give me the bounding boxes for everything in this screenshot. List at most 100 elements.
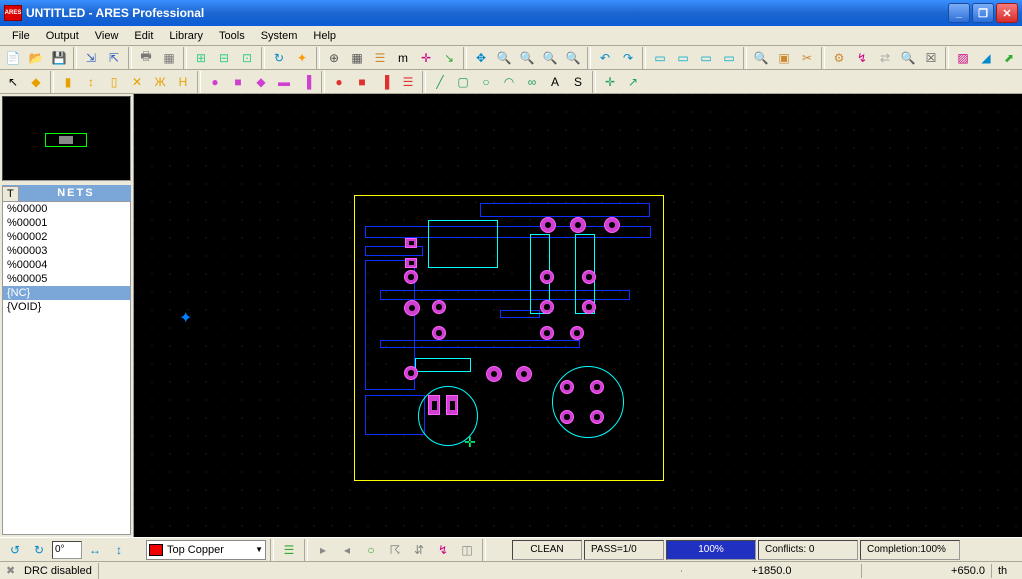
import-icon[interactable]: ⇲ xyxy=(80,47,102,69)
grid-b-icon[interactable]: ⊟ xyxy=(213,47,235,69)
net-item[interactable]: %00005 xyxy=(3,272,130,286)
block-c-icon[interactable]: ▭ xyxy=(695,47,717,69)
origin-icon[interactable]: ⊕ xyxy=(323,47,345,69)
pan-icon[interactable]: ✥ xyxy=(470,47,492,69)
net-item[interactable]: {NC} xyxy=(3,286,130,300)
package-icon[interactable]: ▣ xyxy=(773,47,795,69)
select-mode-icon[interactable]: ↖ xyxy=(2,71,24,93)
save-file-icon[interactable]: 💾 xyxy=(48,47,70,69)
connectivity-icon[interactable]: ⇄ xyxy=(874,47,896,69)
net-item[interactable]: %00004 xyxy=(3,258,130,272)
connectivity-mode-icon[interactable]: Ж xyxy=(149,71,171,93)
net-item[interactable]: %00002 xyxy=(3,230,130,244)
component-mode-icon[interactable]: ◆ xyxy=(25,71,47,93)
menu-help[interactable]: Help xyxy=(305,28,344,44)
symbol-icon[interactable]: S xyxy=(567,71,589,93)
metric-icon[interactable]: m xyxy=(392,47,414,69)
net-item[interactable]: %00001 xyxy=(3,216,130,230)
filter-f-icon[interactable]: ↯ xyxy=(432,539,454,561)
pad-square-icon[interactable]: ■ xyxy=(227,71,249,93)
circle-2d-icon[interactable]: ○ xyxy=(475,71,497,93)
3d-c-icon[interactable]: ⬈ xyxy=(998,47,1020,69)
arc-2d-icon[interactable]: ◠ xyxy=(498,71,520,93)
pad-edge-icon[interactable]: ▐ xyxy=(296,71,318,93)
zone-mode-icon[interactable]: ▯ xyxy=(103,71,125,93)
refresh-icon[interactable]: ↻ xyxy=(268,47,290,69)
maximize-button[interactable]: ❐ xyxy=(972,3,994,23)
menu-tools[interactable]: Tools xyxy=(211,28,253,44)
filter-c-icon[interactable]: ○ xyxy=(360,539,382,561)
dimension-icon[interactable]: ↗ xyxy=(622,71,644,93)
pcb-canvas[interactable]: ✦ ✛ xyxy=(134,94,1022,537)
open-file-icon[interactable]: 📂 xyxy=(25,47,47,69)
text-2d-icon[interactable]: A xyxy=(544,71,566,93)
grid-a-icon[interactable]: ⊞ xyxy=(190,47,212,69)
search-icon[interactable]: 🔍 xyxy=(897,47,919,69)
filter-a-icon[interactable]: ▸ xyxy=(312,539,334,561)
smd-stack-icon[interactable]: ☰ xyxy=(397,71,419,93)
zoom-area-icon[interactable]: 🔍 xyxy=(562,47,584,69)
block-a-icon[interactable]: ▭ xyxy=(649,47,671,69)
menu-library[interactable]: Library xyxy=(161,28,211,44)
filter-d-icon[interactable]: ☈ xyxy=(384,539,406,561)
overview-window[interactable] xyxy=(2,96,131,181)
filter-e-icon[interactable]: ⇵ xyxy=(408,539,430,561)
decompose-icon[interactable]: ✂ xyxy=(796,47,818,69)
flip-v-icon[interactable]: ↕ xyxy=(108,539,130,561)
arrow-icon[interactable]: ↘ xyxy=(438,47,460,69)
drc-icon[interactable]: ☒ xyxy=(920,47,942,69)
net-item[interactable]: %00003 xyxy=(3,244,130,258)
autoroute-icon[interactable]: ⚙ xyxy=(828,47,850,69)
redraw-icon[interactable]: ✦ xyxy=(291,47,313,69)
menu-system[interactable]: System xyxy=(253,28,306,44)
net-item[interactable]: {VOID} xyxy=(3,300,130,314)
print-icon[interactable]: 🖶 xyxy=(135,47,157,69)
smd-rect-icon[interactable]: ▐ xyxy=(374,71,396,93)
pick-icon[interactable]: 🔍 xyxy=(750,47,772,69)
via-mode-icon[interactable]: ↕ xyxy=(80,71,102,93)
smd-circle-icon[interactable]: ● xyxy=(328,71,350,93)
grid-c-icon[interactable]: ⊡ xyxy=(236,47,258,69)
menu-file[interactable]: File xyxy=(4,28,38,44)
zoom-out-icon[interactable]: 🔍 xyxy=(516,47,538,69)
net-item[interactable]: %00000 xyxy=(3,202,130,216)
new-file-icon[interactable]: 📄 xyxy=(2,47,24,69)
layer-selector[interactable]: Top Copper ▼ xyxy=(146,540,266,560)
path-2d-icon[interactable]: ∞ xyxy=(521,71,543,93)
print-area-icon[interactable]: ▦ xyxy=(158,47,180,69)
block-d-icon[interactable]: ▭ xyxy=(718,47,740,69)
undo-icon[interactable]: ↶ xyxy=(594,47,616,69)
smd-square-icon[interactable]: ■ xyxy=(351,71,373,93)
nets-list[interactable]: %00000%00001%00002%00003%00004%00005{NC}… xyxy=(2,201,131,535)
redo-icon[interactable]: ↷ xyxy=(617,47,639,69)
minimize-button[interactable]: _ xyxy=(948,3,970,23)
filter-b-icon[interactable]: ◂ xyxy=(336,539,358,561)
line-2d-icon[interactable]: ╱ xyxy=(429,71,451,93)
3d-b-icon[interactable]: ◢ xyxy=(975,47,997,69)
layers-icon[interactable]: ☰ xyxy=(369,47,391,69)
pad-dsquare-icon[interactable]: ◆ xyxy=(250,71,272,93)
layer-stack-icon[interactable]: ☰ xyxy=(278,539,300,561)
pad-circle-icon[interactable]: ● xyxy=(204,71,226,93)
zoom-in-icon[interactable]: 🔍 xyxy=(493,47,515,69)
filter-g-icon[interactable]: ◫ xyxy=(456,539,478,561)
marker-icon[interactable]: ✛ xyxy=(599,71,621,93)
box-2d-icon[interactable]: ▢ xyxy=(452,71,474,93)
menu-output[interactable]: Output xyxy=(38,28,87,44)
flip-h-icon[interactable]: ↔ xyxy=(84,539,106,561)
highlight-icon[interactable]: Н xyxy=(172,71,194,93)
rotate-ccw-icon[interactable]: ↺ xyxy=(4,539,26,561)
pad-rect-icon[interactable]: ▬ xyxy=(273,71,295,93)
cursor-icon[interactable]: ✛ xyxy=(415,47,437,69)
3d-a-icon[interactable]: ▨ xyxy=(952,47,974,69)
block-b-icon[interactable]: ▭ xyxy=(672,47,694,69)
export-icon[interactable]: ⇱ xyxy=(103,47,125,69)
track-mode-icon[interactable]: ▮ xyxy=(57,71,79,93)
route-icon[interactable]: ↯ xyxy=(851,47,873,69)
grid-snap-icon[interactable]: ▦ xyxy=(346,47,368,69)
nets-tab[interactable]: T xyxy=(2,186,19,201)
menu-edit[interactable]: Edit xyxy=(126,28,161,44)
ratsnest-icon[interactable]: ✕ xyxy=(126,71,148,93)
close-button[interactable]: ✕ xyxy=(996,3,1018,23)
zoom-all-icon[interactable]: 🔍 xyxy=(539,47,561,69)
